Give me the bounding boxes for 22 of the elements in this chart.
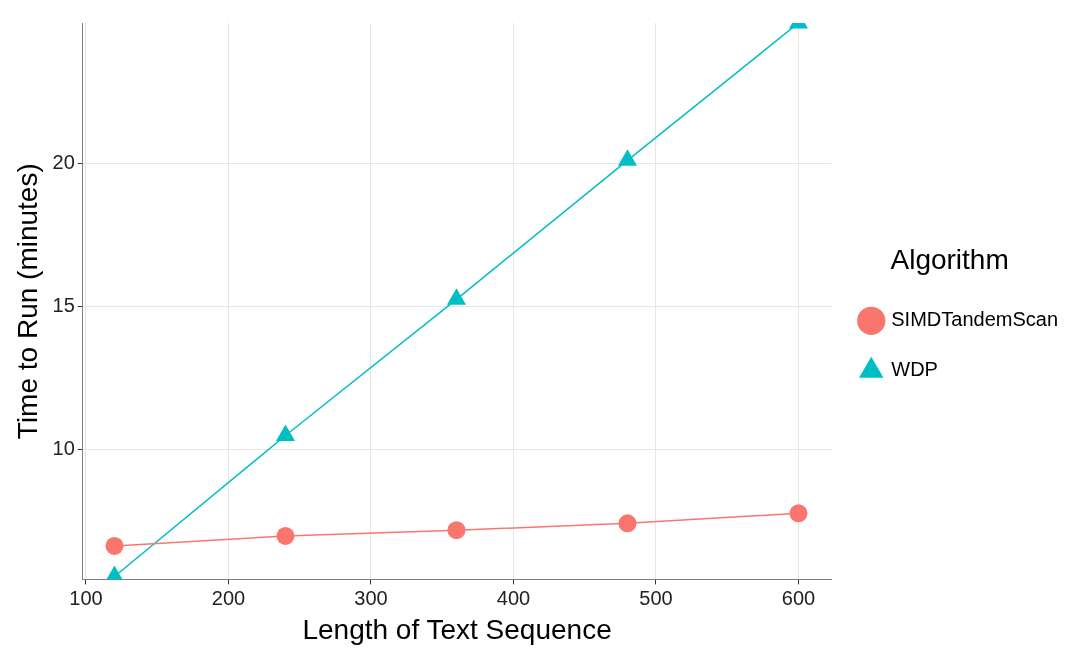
point	[617, 149, 638, 166]
y-tick-label: 20	[52, 150, 75, 173]
point	[618, 514, 637, 533]
x-tick-label: 300	[354, 586, 388, 609]
x-tick-label: 400	[496, 586, 531, 609]
x-axis-title: Length of Text Sequence	[302, 613, 612, 645]
y-axis-title: Time to Run (minutes)	[11, 163, 43, 440]
x-tick-label: 500	[639, 586, 673, 609]
x-tick-label: 100	[69, 586, 103, 609]
point	[447, 521, 466, 540]
point	[276, 526, 295, 545]
legend-label: SIMDTandemScan	[891, 308, 1059, 331]
point	[105, 536, 124, 555]
point	[789, 504, 808, 523]
x-tick-label: 600	[781, 586, 816, 609]
legend-label: WDP	[891, 358, 938, 381]
x-tick-label: 200	[211, 586, 246, 609]
y-tick-label: 10	[52, 436, 75, 459]
point	[446, 288, 467, 305]
y-tick-label: 15	[52, 293, 75, 316]
point	[275, 424, 296, 442]
legend-title: Algorithm	[890, 243, 1009, 275]
